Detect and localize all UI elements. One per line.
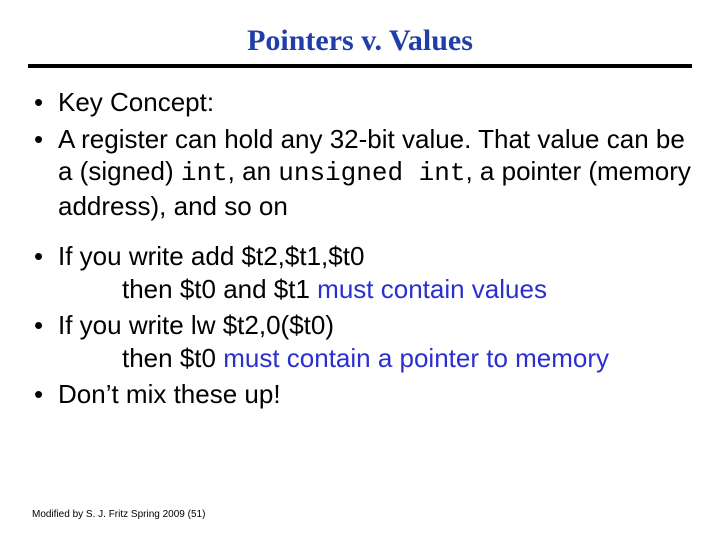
bullet-subline: then $t0 and $t1 must contain values — [58, 273, 692, 306]
bullet-text: If you write add $t2,$t1,$t0 — [58, 241, 364, 271]
slide: Pointers v. Values Key Concept: A regist… — [0, 0, 720, 540]
emphasis-text: must contain a pointer to memory — [223, 343, 609, 373]
slide-title: Pointers v. Values — [247, 24, 473, 58]
bullet-text: Don’t mix these up! — [58, 379, 281, 409]
slide-footer: Modified by S. J. Fritz Spring 2009 (51) — [32, 509, 205, 520]
bullet-lw-example: If you write lw $t2,0($t0) then $t0 must… — [28, 309, 692, 374]
code-int: int — [181, 158, 228, 188]
bullet-text: If you write lw $t2,0($t0) — [58, 310, 334, 340]
code-unsigned-int: unsigned int — [278, 158, 465, 188]
bullet-add-example: If you write add $t2,$t1,$t0 then $t0 an… — [28, 240, 692, 305]
bullet-list: Key Concept: A register can hold any 32-… — [28, 86, 692, 411]
bullet-dont-mix: Don’t mix these up! — [28, 378, 692, 411]
bullet-subline: then $t0 must contain a pointer to memor… — [58, 342, 692, 375]
bullet-text-part: , an — [228, 156, 279, 186]
bullet-key-concept: Key Concept: — [28, 86, 692, 119]
sub-text: then $t0 — [122, 343, 223, 373]
slide-body: Key Concept: A register can hold any 32-… — [0, 68, 720, 411]
sub-text: then $t0 and $t1 — [122, 274, 317, 304]
spacer — [28, 226, 692, 240]
title-wrap: Pointers v. Values — [0, 0, 720, 58]
bullet-text: Key Concept: — [58, 87, 214, 117]
emphasis-text: must contain values — [317, 274, 547, 304]
bullet-register-hold: A register can hold any 32-bit value. Th… — [28, 123, 692, 223]
